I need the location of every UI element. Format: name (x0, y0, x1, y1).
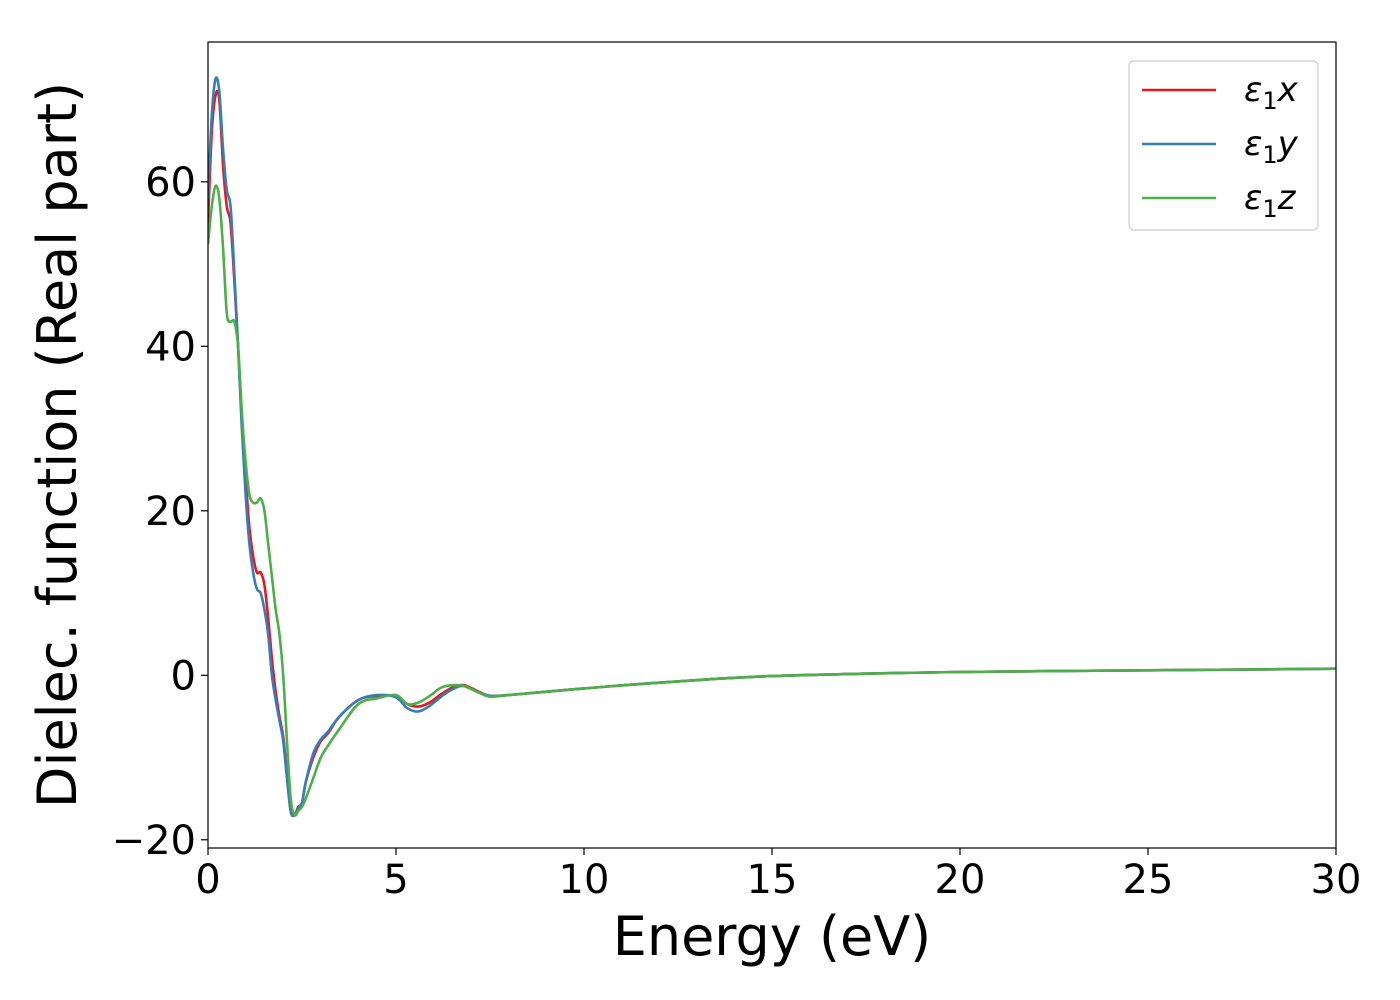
x-tick-label: 5 (383, 857, 408, 903)
x-tick-label: 20 (935, 857, 986, 903)
x-tick-label: 15 (747, 857, 798, 903)
x-axis-title: Energy (eV) (613, 905, 932, 968)
x-tick-label: 10 (559, 857, 610, 903)
y-tick-label: 40 (145, 324, 196, 370)
legend-box (1128, 60, 1319, 231)
legend-label-z: ε1z (1244, 178, 1297, 223)
series-line-z (208, 184, 1336, 817)
y-tick-label: 0 (171, 653, 196, 699)
y-tick-label: 60 (145, 160, 196, 206)
series-layer (208, 76, 1336, 818)
x-axis: 0 5 10 15 20 25 30 (195, 848, 1361, 903)
legend: ε1x ε1y ε1z (1128, 60, 1319, 231)
x-tick-label: 30 (1311, 857, 1362, 903)
y-axis-title: Dielec. function (Real part) (26, 82, 89, 808)
legend-label-y: ε1y (1244, 124, 1299, 169)
y-axis: −20 0 20 40 60 (112, 160, 208, 864)
x-tick-label: 25 (1123, 857, 1174, 903)
y-tick-label: 20 (145, 489, 196, 535)
y-tick-label: −20 (112, 818, 196, 864)
legend-label-x: ε1x (1244, 70, 1299, 115)
x-tick-label: 0 (195, 857, 220, 903)
